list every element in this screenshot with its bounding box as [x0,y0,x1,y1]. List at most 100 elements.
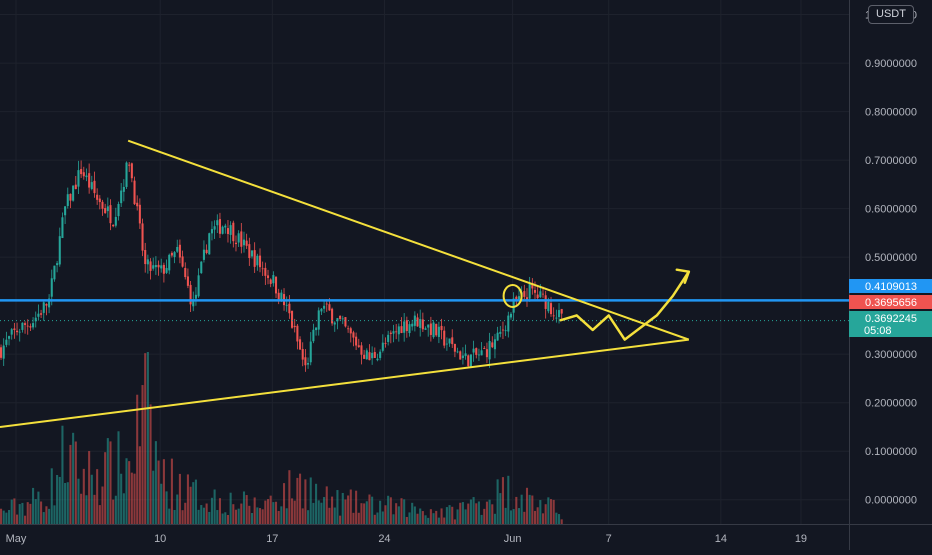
volume-bar [427,517,430,524]
volume-bar [32,487,35,524]
volume-bar [560,519,563,524]
candle-body [26,325,29,327]
candle-body [323,305,326,309]
currency-selector[interactable]: USDT [868,5,914,24]
candle-body [448,338,451,344]
volume-bar [480,514,483,524]
candle-body [459,351,462,360]
volume-bar [21,502,24,524]
volume-bar [491,504,494,524]
candle-body [525,297,529,301]
y-tick-label: 0.9000000 [865,58,917,70]
volume-bar [461,502,464,524]
volume-bar [205,503,208,524]
candle-body [216,220,219,226]
volume-bar [189,486,192,524]
candle-body [544,295,547,309]
candle-body [384,343,387,344]
volume-bars [0,351,563,524]
candle-body [403,321,406,333]
volume-bar [371,496,374,524]
candle-body [125,162,128,187]
candle-body [64,206,67,216]
price-tag-bg [849,311,932,337]
candle-body [69,193,72,201]
volume-bar [248,505,251,524]
candle-body [512,298,515,313]
volume-bar [309,477,312,524]
volume-bar [533,510,537,524]
volume-bar [117,431,120,524]
volume-bar [61,425,64,524]
volume-bar [85,495,88,524]
candle-body [392,331,395,334]
candle-body [456,351,459,353]
volume-bar [240,503,243,524]
volume-bar [210,497,213,524]
highlight-circle [502,283,523,308]
candle-body [555,317,558,319]
candle-body [413,315,416,326]
candle-body [8,336,11,339]
candle-body [349,328,352,334]
candle-body [197,275,200,297]
volume-bar [173,509,176,524]
volume-bar [381,511,384,524]
drawings[interactable] [0,139,691,428]
volume-bar [269,495,272,524]
candle-body [250,250,254,257]
volume-bar [34,499,37,524]
volume-bar [184,502,187,524]
candle-body [517,296,521,301]
volume-bar [475,503,478,524]
volume-bar [216,510,219,524]
volume-bar [397,506,400,524]
candle-body [117,203,120,217]
candle-body [98,198,101,203]
volume-bar [456,509,459,524]
candle-body [237,233,240,243]
volume-bar [45,506,48,524]
candle-body [536,294,539,299]
volume-bar [445,507,448,524]
volume-bar [229,492,232,524]
candle-body [138,204,141,224]
candle-body [32,323,35,328]
volume-bar [336,490,339,524]
volume-bar [266,499,270,524]
candle-body [144,249,147,265]
candle-body [427,324,430,328]
candle-body [88,173,91,188]
candle-body [435,323,438,336]
volume-bar [419,508,422,524]
x-tick-label: 14 [715,533,727,545]
candle-body [152,265,155,269]
volume-bar [208,511,211,524]
volume-bar [264,500,267,524]
volume-bar [234,509,238,524]
candle-body [261,268,264,270]
candle-body [173,252,176,258]
candle-body [58,236,61,265]
volume-bar [523,511,526,524]
volume-bar [69,444,72,524]
volume-bar [299,473,302,524]
volume-bar [403,499,406,524]
volume-bar [296,477,299,524]
volume-bar [432,513,435,524]
volume-bar [291,498,294,524]
candle-body [341,318,344,320]
candle-body [104,208,107,214]
candle-body [234,242,238,245]
volume-bar [66,482,69,524]
candle-body [507,315,510,332]
y-tick-label: 0.0000000 [865,495,917,507]
volume-bar [109,441,112,524]
candle-body [408,324,411,334]
candle-body [226,228,230,235]
candle-body [34,317,37,322]
candle-body [416,317,419,327]
